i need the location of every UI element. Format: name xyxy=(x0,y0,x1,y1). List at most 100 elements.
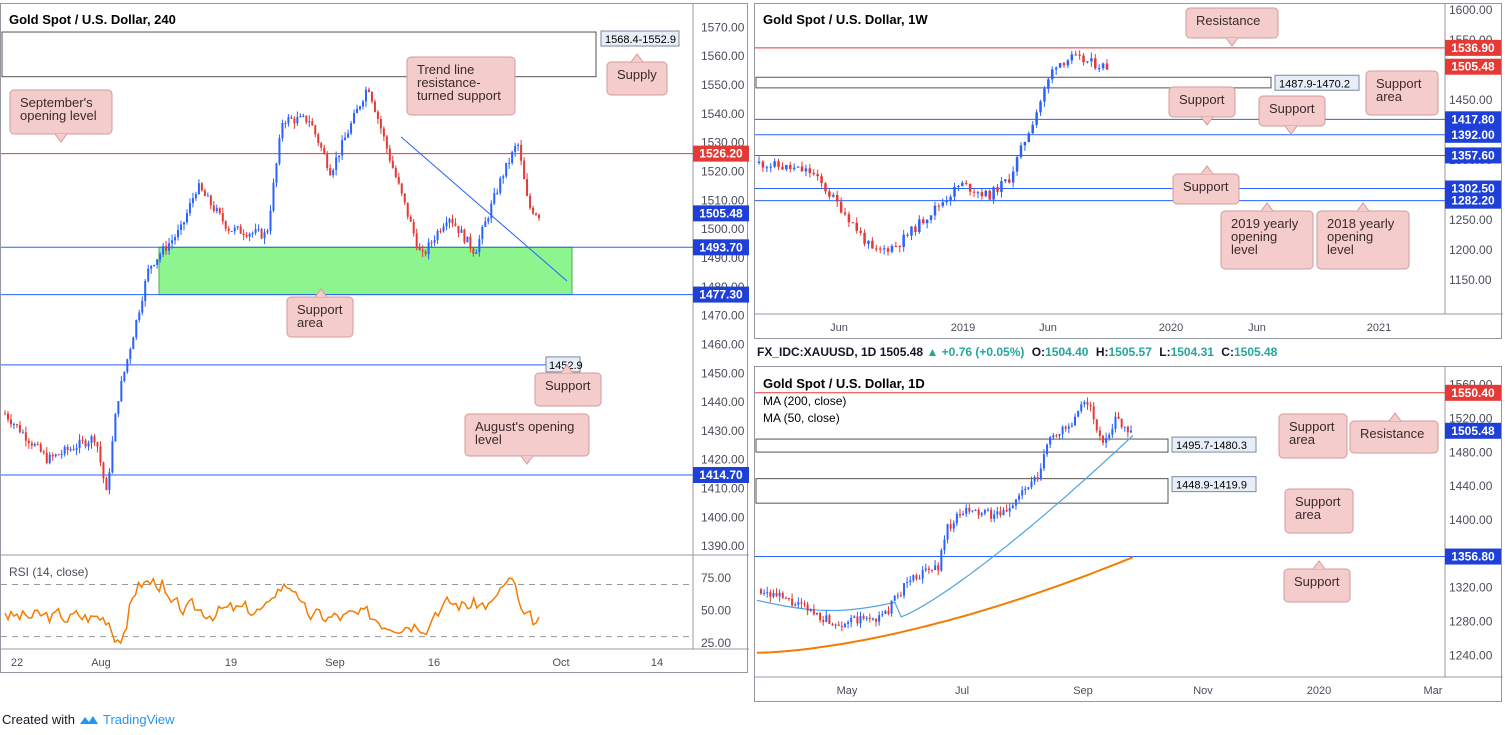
candle-body xyxy=(862,616,865,619)
candle-body xyxy=(87,443,90,447)
candle-body xyxy=(761,161,765,168)
annotation-text: turned support xyxy=(417,88,501,103)
candle-body xyxy=(60,453,63,455)
candle-body xyxy=(341,140,344,156)
candle-body xyxy=(1027,133,1031,143)
candle-body xyxy=(1130,430,1132,433)
y-tick-label: 1430.00 xyxy=(701,424,745,438)
candle-body xyxy=(93,436,96,443)
candle-body xyxy=(361,101,364,107)
candle-body xyxy=(51,454,54,457)
candle-body xyxy=(433,240,436,243)
candle-body xyxy=(941,202,945,206)
candle-body xyxy=(794,604,797,606)
candle-body xyxy=(502,176,505,179)
candle-body xyxy=(126,359,129,372)
candle-body xyxy=(1078,54,1081,56)
chart-4h-panel[interactable]: Gold Spot / U.S. Dollar, 240 1570.00 1560… xyxy=(0,3,749,674)
chart-1w-panel[interactable]: Gold Spot / U.S. Dollar, 1W 1600.001550.… xyxy=(754,3,1503,340)
candle-body xyxy=(203,190,206,196)
candle-body xyxy=(326,154,329,168)
candle-body xyxy=(760,589,762,594)
candle-body xyxy=(66,446,69,451)
price-tag xyxy=(1445,384,1501,401)
candle-body xyxy=(832,194,835,197)
candle-body xyxy=(218,208,221,214)
price-tag xyxy=(1445,147,1501,164)
annotation-callout: Resistance xyxy=(1349,412,1439,454)
price-tag xyxy=(693,205,749,222)
candle-body xyxy=(945,200,948,203)
candle-body xyxy=(436,231,439,241)
candle-body xyxy=(75,448,78,450)
candle-body xyxy=(867,240,870,244)
candle-body xyxy=(902,234,905,247)
candle-body xyxy=(1117,416,1120,419)
candle-body xyxy=(275,163,278,183)
chart-1d[interactable]: Gold Spot / U.S. Dollar, 1D MA (200, clo… xyxy=(755,367,1503,703)
candle-body xyxy=(1067,426,1070,429)
candle-body xyxy=(806,604,809,611)
chart-1w[interactable]: Gold Spot / U.S. Dollar, 1W 1600.001550.… xyxy=(755,3,1503,340)
annotation-text: Support xyxy=(1376,76,1422,91)
candle-body xyxy=(454,223,457,226)
candle-body xyxy=(508,162,511,164)
candle-body xyxy=(949,524,952,529)
candle-body xyxy=(1098,430,1101,436)
candle-body xyxy=(962,513,965,516)
candle-body xyxy=(409,216,412,222)
candle-body xyxy=(965,507,968,514)
candle-body xyxy=(898,245,902,247)
y-tick-label: 1480.00 xyxy=(1449,445,1493,459)
price-tag-label: 1414.70 xyxy=(699,468,743,482)
ma200-legend: MA (200, close) xyxy=(763,394,846,408)
candle-body xyxy=(837,624,840,626)
candle-body xyxy=(1082,55,1085,63)
candle-body xyxy=(914,226,917,233)
y-tick-label: 1460.00 xyxy=(701,337,745,351)
candle-body xyxy=(96,442,99,447)
candle-body xyxy=(843,212,847,215)
candle-body xyxy=(499,178,502,193)
candle-body xyxy=(448,219,451,223)
candle-body xyxy=(924,568,927,571)
x-tick-label: Sep xyxy=(1073,685,1093,697)
candle-body xyxy=(986,509,989,511)
candle-body xyxy=(272,182,275,211)
annotation-text: August's opening xyxy=(475,419,574,434)
candle-body xyxy=(999,511,1002,516)
candle-body xyxy=(1007,179,1011,183)
candle-body xyxy=(886,248,890,252)
annotation-text: Support xyxy=(1294,574,1340,589)
footer-brand[interactable]: TradingView xyxy=(102,712,175,727)
candle-body xyxy=(812,172,815,175)
candle-body xyxy=(251,232,254,234)
candle-body xyxy=(72,449,75,451)
candle-body xyxy=(1039,101,1042,113)
candle-body xyxy=(1011,171,1015,183)
candle-body xyxy=(847,214,851,223)
price-tag-label: 1477.30 xyxy=(699,288,743,302)
candle-body xyxy=(245,235,248,237)
candle-body xyxy=(15,424,18,426)
candle-body xyxy=(185,213,188,223)
candle-body xyxy=(1090,58,1093,62)
candle-body xyxy=(1000,181,1003,193)
candle-body xyxy=(853,616,856,618)
low-value: 1504.31 xyxy=(1170,345,1214,359)
candle-body xyxy=(302,115,305,117)
y-tick-label: 1540.00 xyxy=(701,107,745,121)
candle-body xyxy=(797,602,800,605)
chart-4h[interactable]: Gold Spot / U.S. Dollar, 240 1570.00 1560… xyxy=(1,4,749,674)
tradingview-logo-icon xyxy=(79,715,98,724)
candle-body xyxy=(1092,406,1095,420)
candle-body xyxy=(484,221,487,227)
annotation-callout: Support xyxy=(1258,95,1326,135)
candle-body xyxy=(147,268,150,281)
candle-body xyxy=(815,613,818,615)
candle-body xyxy=(894,245,898,247)
chart-1d-panel[interactable]: Gold Spot / U.S. Dollar, 1D MA (200, clo… xyxy=(754,366,1503,703)
candle-body xyxy=(757,161,761,163)
candle-body xyxy=(906,582,909,584)
